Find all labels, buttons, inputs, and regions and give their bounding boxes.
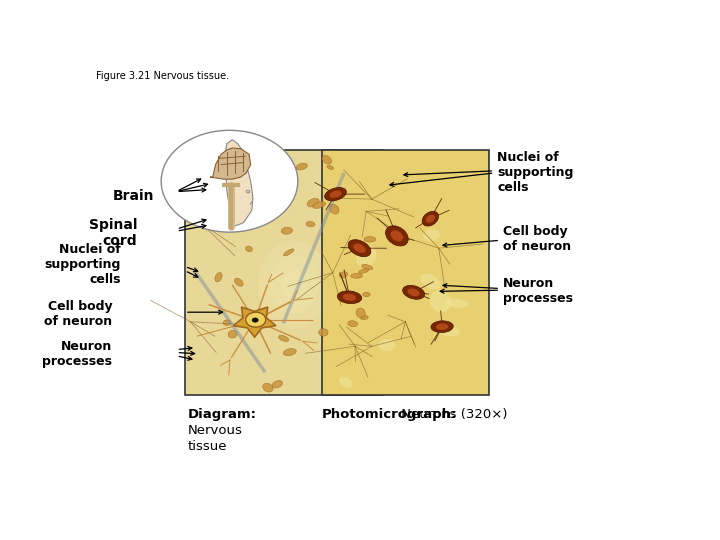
Ellipse shape: [339, 377, 353, 388]
Text: Nuclei of
supporting
cells: Nuclei of supporting cells: [45, 243, 121, 286]
Ellipse shape: [359, 269, 369, 273]
Ellipse shape: [306, 221, 315, 227]
Text: Nervous: Nervous: [188, 424, 243, 437]
Ellipse shape: [263, 383, 273, 392]
Circle shape: [246, 312, 266, 327]
Ellipse shape: [361, 265, 373, 270]
Ellipse shape: [327, 165, 333, 170]
Text: Brain: Brain: [112, 189, 154, 203]
Ellipse shape: [436, 323, 449, 330]
Text: Neurons (320×): Neurons (320×): [397, 408, 508, 421]
Ellipse shape: [420, 274, 441, 289]
Text: tissue: tissue: [188, 440, 227, 453]
Ellipse shape: [391, 231, 403, 241]
Ellipse shape: [356, 246, 377, 268]
Ellipse shape: [279, 335, 289, 341]
Polygon shape: [225, 140, 253, 227]
Polygon shape: [210, 148, 251, 179]
Ellipse shape: [192, 201, 199, 208]
Text: Cell body
of neuron: Cell body of neuron: [503, 225, 571, 253]
Ellipse shape: [246, 246, 252, 252]
Text: Spinal
cord: Spinal cord: [89, 218, 138, 248]
Bar: [185, 150, 383, 395]
Text: Photomicrograph:: Photomicrograph:: [322, 408, 457, 421]
Ellipse shape: [337, 291, 361, 303]
Ellipse shape: [354, 244, 366, 253]
Text: Neuron
processes: Neuron processes: [503, 278, 573, 306]
Ellipse shape: [296, 163, 307, 170]
Polygon shape: [233, 307, 276, 337]
Ellipse shape: [348, 321, 358, 327]
Ellipse shape: [319, 329, 328, 336]
Ellipse shape: [426, 215, 435, 223]
Ellipse shape: [272, 381, 282, 388]
Ellipse shape: [364, 237, 376, 242]
Ellipse shape: [386, 226, 408, 246]
Ellipse shape: [325, 187, 346, 201]
Bar: [322, 150, 489, 395]
Ellipse shape: [270, 255, 318, 314]
Ellipse shape: [422, 211, 438, 226]
Ellipse shape: [283, 349, 296, 356]
Ellipse shape: [348, 240, 371, 256]
Ellipse shape: [312, 201, 325, 208]
Ellipse shape: [402, 285, 425, 299]
Ellipse shape: [215, 273, 222, 282]
Text: Diagram:: Diagram:: [188, 408, 256, 421]
Ellipse shape: [284, 249, 294, 256]
Ellipse shape: [378, 339, 395, 352]
Ellipse shape: [223, 320, 231, 326]
Text: Nuclei of
supporting
cells: Nuclei of supporting cells: [498, 151, 574, 194]
Ellipse shape: [363, 292, 370, 296]
Circle shape: [161, 130, 298, 232]
Ellipse shape: [329, 204, 339, 214]
Ellipse shape: [307, 198, 319, 207]
Text: Cell body
of neuron: Cell body of neuron: [44, 300, 112, 328]
Ellipse shape: [343, 294, 356, 301]
Ellipse shape: [435, 325, 460, 336]
Ellipse shape: [258, 315, 266, 321]
Ellipse shape: [282, 227, 292, 234]
Text: Figure 3.21 Nervous tissue.: Figure 3.21 Nervous tissue.: [96, 71, 229, 81]
Ellipse shape: [360, 315, 368, 320]
Ellipse shape: [258, 241, 330, 329]
Ellipse shape: [235, 278, 243, 286]
Circle shape: [252, 318, 258, 322]
Text: Neuron
processes: Neuron processes: [42, 340, 112, 368]
Ellipse shape: [429, 291, 451, 313]
Ellipse shape: [446, 299, 469, 308]
Ellipse shape: [423, 228, 440, 241]
Ellipse shape: [408, 288, 420, 296]
Ellipse shape: [322, 156, 332, 164]
Ellipse shape: [351, 273, 362, 278]
Ellipse shape: [431, 321, 453, 333]
Ellipse shape: [228, 330, 237, 338]
Ellipse shape: [339, 272, 348, 278]
Ellipse shape: [282, 270, 306, 300]
Ellipse shape: [330, 191, 341, 198]
Ellipse shape: [356, 308, 365, 318]
